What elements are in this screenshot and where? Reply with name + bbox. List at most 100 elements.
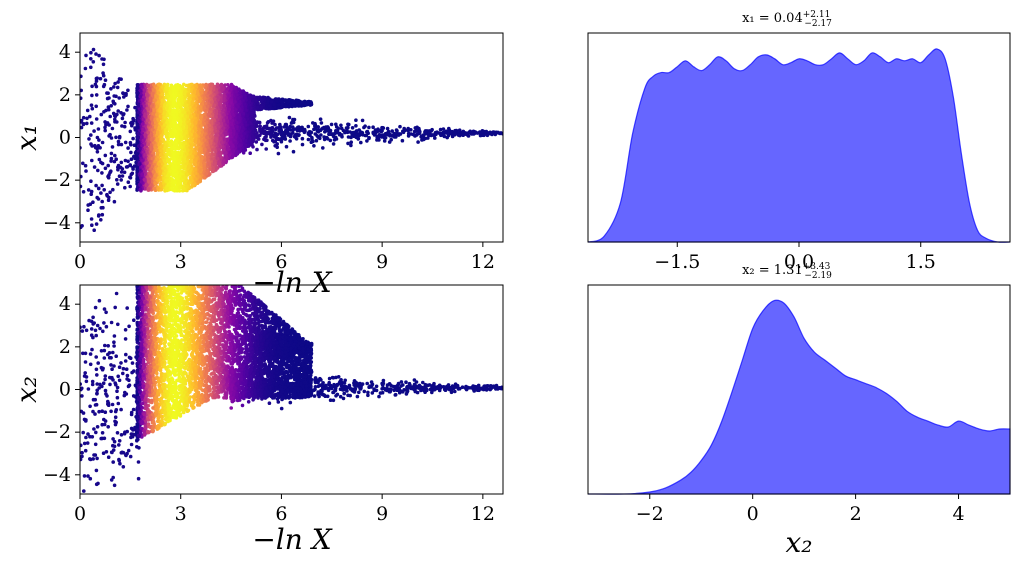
- scatter-point: [196, 162, 201, 166]
- scatter-point: [104, 122, 108, 127]
- scatter-point: [119, 170, 124, 174]
- scatter-point: [84, 169, 88, 173]
- scatter-point: [83, 66, 88, 71]
- scatter-point: [89, 217, 94, 221]
- scatter-point: [188, 170, 192, 174]
- scatter-point: [153, 98, 157, 102]
- scatter-point: [91, 60, 96, 64]
- scatter-point: [179, 152, 183, 156]
- scatter-point: [183, 89, 187, 94]
- scatter-point: [205, 151, 210, 155]
- scatter-point: [112, 94, 116, 98]
- scatter-point: [84, 53, 88, 58]
- scatter-point: [113, 114, 118, 118]
- scatter-point: [103, 125, 107, 130]
- scatter-point: [149, 147, 154, 151]
- scatter-point: [112, 85, 116, 89]
- scatter-point: [213, 125, 218, 130]
- scatter-point: [100, 140, 105, 145]
- scatter-point: [200, 130, 204, 134]
- scatter-point: [119, 160, 124, 165]
- scatter-point: [93, 143, 97, 148]
- scatter-point: [204, 83, 209, 87]
- scatter-point: [152, 186, 157, 191]
- scatter-point: [205, 135, 210, 140]
- scatter-point: [80, 225, 83, 230]
- scatter-point: [80, 74, 83, 79]
- scatter-point: [213, 97, 217, 102]
- scatter-point: [89, 133, 93, 137]
- scatter-point: [214, 112, 219, 116]
- scatter-point: [91, 200, 95, 204]
- scatter-point: [89, 179, 93, 183]
- scatter-point: [117, 174, 122, 178]
- scatter-point: [135, 140, 139, 145]
- scatter-point: [115, 182, 120, 186]
- scatter-point: [90, 106, 95, 111]
- scatter-point: [108, 132, 112, 137]
- scatter-point: [190, 164, 194, 168]
- scatter-point: [105, 91, 109, 95]
- scatter-point: [88, 202, 93, 206]
- scatter-point: [150, 164, 154, 169]
- scatter-point: [189, 124, 194, 129]
- scatter-point: [97, 186, 101, 191]
- scatter-point: [109, 151, 114, 156]
- scatter-point: [112, 199, 117, 204]
- scatter-point: [93, 82, 98, 87]
- scatter-point: [238, 147, 242, 151]
- scatter-point: [161, 85, 165, 89]
- scatter-point: [103, 78, 108, 82]
- scatter-point: [131, 116, 135, 121]
- scatter-point: [192, 112, 196, 117]
- scatter-point: [89, 57, 93, 61]
- scatter-point: [104, 108, 108, 113]
- scatter-point: [156, 186, 160, 191]
- scatter-point: [231, 154, 235, 158]
- scatter-point: [223, 132, 228, 136]
- scatter-point: [173, 172, 178, 177]
- scatter-point: [170, 165, 175, 170]
- scatter-point: [166, 137, 170, 142]
- scatter-point: [129, 172, 134, 177]
- scatter-point: [132, 143, 137, 147]
- scatter-point: [95, 150, 100, 154]
- scatter-point: [81, 161, 85, 166]
- scatter-point: [193, 158, 198, 162]
- scatter-point: [81, 115, 86, 120]
- scatter-point: [102, 82, 107, 87]
- scatter-point: [222, 96, 226, 101]
- scatter-point: [216, 106, 221, 111]
- scatter-point: [203, 101, 208, 106]
- scatter-point: [159, 159, 163, 164]
- scatter-point: [143, 186, 147, 191]
- scatter-point: [223, 122, 227, 127]
- scatter-point: [99, 112, 104, 117]
- scatter-point: [123, 120, 127, 125]
- scatter-point: [120, 174, 125, 178]
- scatter-point: [106, 105, 111, 109]
- scatter-point: [80, 118, 84, 123]
- scatter-point: [115, 178, 119, 182]
- scatter-point: [174, 123, 179, 127]
- scatter-point: [109, 87, 113, 91]
- scatter-point: [183, 131, 187, 135]
- scatter-point: [176, 161, 181, 165]
- scatter-point: [94, 104, 98, 109]
- scatter-point: [182, 186, 186, 191]
- scatter-point: [166, 94, 171, 98]
- scatter-points: [80, 47, 503, 232]
- scatter-point: [89, 189, 94, 194]
- scatter-point: [80, 88, 83, 93]
- scatter-point: [99, 218, 103, 222]
- scatter-point: [155, 105, 160, 109]
- scatter-point: [142, 109, 147, 113]
- scatter-point: [155, 157, 159, 162]
- scatter-point: [90, 144, 94, 148]
- scatter-point: [204, 86, 208, 90]
- scatter-point: [148, 150, 152, 154]
- scatter-point: [108, 190, 112, 195]
- scatter-point: [103, 128, 107, 133]
- scatter-point: [94, 222, 99, 226]
- scatter-point: [100, 183, 104, 188]
